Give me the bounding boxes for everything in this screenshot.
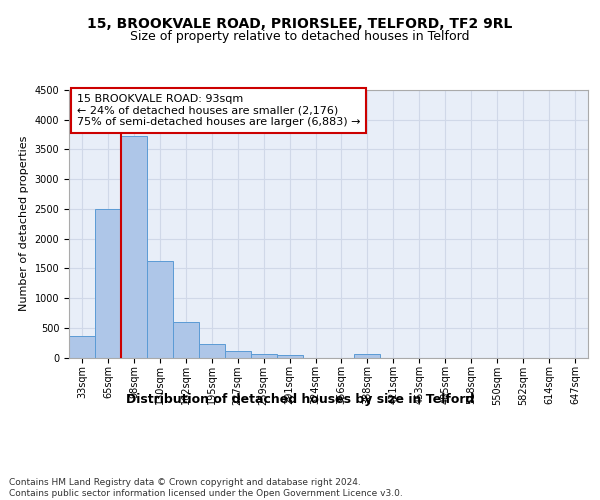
Bar <box>199 344 224 358</box>
Bar <box>225 351 251 358</box>
Bar <box>95 209 121 358</box>
Bar <box>355 354 380 358</box>
Text: 15 BROOKVALE ROAD: 93sqm
← 24% of detached houses are smaller (2,176)
75% of sem: 15 BROOKVALE ROAD: 93sqm ← 24% of detach… <box>77 94 360 127</box>
Bar <box>173 322 199 358</box>
Text: Distribution of detached houses by size in Telford: Distribution of detached houses by size … <box>126 392 474 406</box>
Bar <box>121 136 147 358</box>
Bar <box>69 336 95 357</box>
Text: 15, BROOKVALE ROAD, PRIORSLEE, TELFORD, TF2 9RL: 15, BROOKVALE ROAD, PRIORSLEE, TELFORD, … <box>88 18 512 32</box>
Y-axis label: Number of detached properties: Number of detached properties <box>19 136 29 312</box>
Bar <box>251 354 277 358</box>
Text: Contains HM Land Registry data © Crown copyright and database right 2024.
Contai: Contains HM Land Registry data © Crown c… <box>9 478 403 498</box>
Text: Size of property relative to detached houses in Telford: Size of property relative to detached ho… <box>130 30 470 43</box>
Bar <box>277 354 302 358</box>
Bar <box>147 260 173 358</box>
